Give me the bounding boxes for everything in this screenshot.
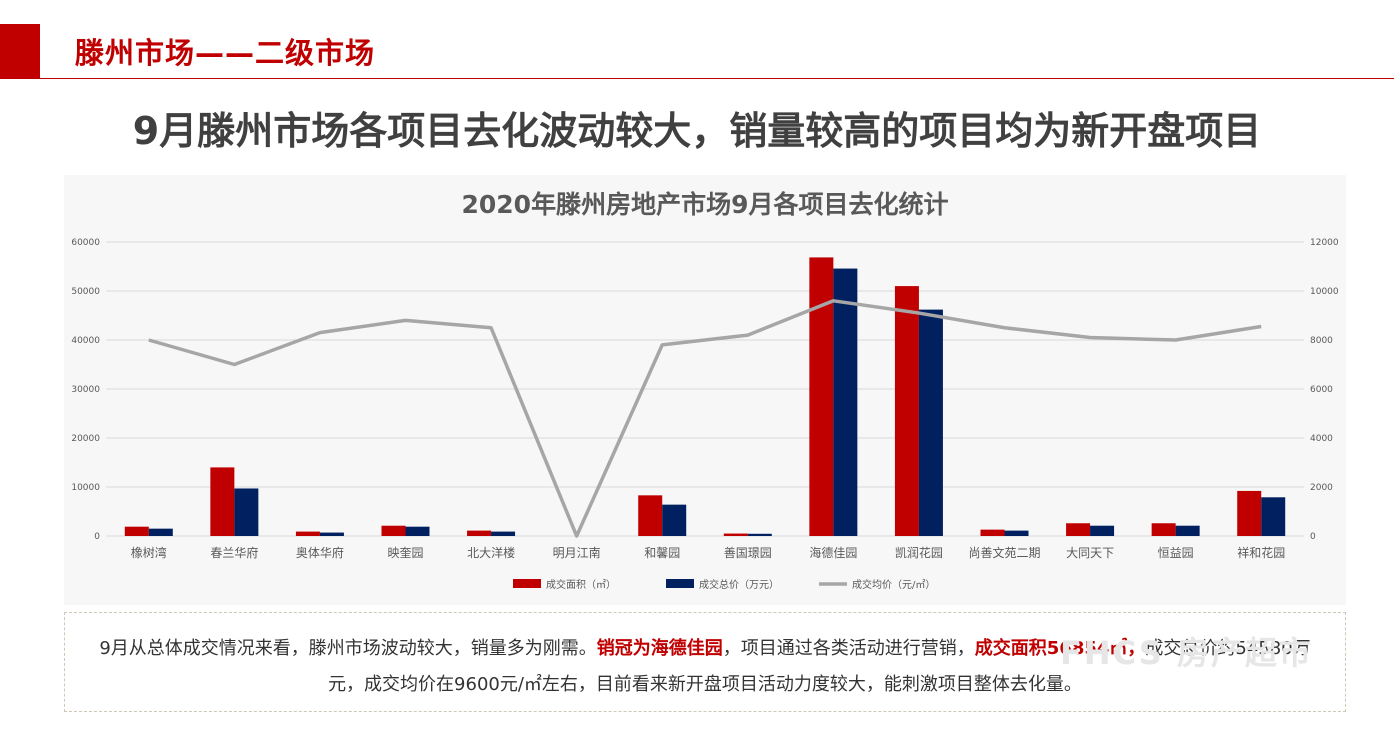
x-category-label: 春兰华府: [210, 545, 258, 560]
bar-total: [662, 504, 687, 536]
bar-area: [467, 530, 492, 536]
summary-box: 9月从总体成交情况来看，滕州市场波动较大，销量多为刚需。销冠为海德佳园，项目通过…: [64, 612, 1346, 712]
bar-total: [1090, 525, 1115, 536]
y-left-tick-label: 30000: [71, 385, 100, 395]
summary-part3: 成交总价约54580万元，成交均价在9600元/㎡左右，目前看来新开盘项目活动力…: [328, 638, 1311, 695]
y-left-tick-label: 0: [94, 532, 100, 542]
x-category-label: 和馨园: [644, 545, 680, 560]
bar-area: [124, 526, 149, 536]
avg-price-line: [148, 299, 1262, 538]
bar-total: [833, 268, 858, 536]
x-category-label: 明月江南: [553, 545, 601, 560]
bar-area: [1151, 523, 1176, 536]
page-headline: 9月滕州市场各项目去化波动较大，销量较高的项目均为新开盘项目: [132, 109, 1262, 153]
y-right-tick-label: 2000: [1310, 483, 1333, 493]
bar-total: [918, 309, 943, 536]
bar-total: [234, 488, 259, 536]
x-category-label: 恒益园: [1158, 546, 1194, 560]
legend-swatch: [666, 579, 694, 588]
bar-area: [638, 495, 663, 536]
bar-total: [491, 531, 516, 536]
watermark-logo: FHCS 房产超市: [1060, 634, 1313, 672]
y-right-tick-label: 10000: [1310, 287, 1339, 297]
x-category-label: 祥和花园: [1237, 545, 1285, 560]
summary-part1: 9月从总体成交情况来看，滕州市场波动较大，销量多为刚需。: [99, 638, 597, 659]
y-left-tick-label: 50000: [71, 287, 100, 297]
bar-total: [1175, 525, 1200, 536]
x-category-label: 奥体华府: [296, 545, 344, 560]
legend-label: 成交均价（元/㎡）: [852, 578, 935, 591]
section-title: 滕州市场——二级市场: [75, 36, 376, 70]
summary-highlight-area: 成交面积56854㎡，: [974, 638, 1146, 659]
y-right-tick-label: 6000: [1310, 385, 1333, 395]
legend-label: 成交总价（万元）: [699, 578, 779, 591]
summary-highlight-top-seller: 销冠为海德佳园: [596, 638, 723, 659]
bar-total: [747, 533, 772, 536]
y-right-tick-label: 4000: [1310, 434, 1333, 444]
bar-area: [1237, 490, 1262, 536]
chart-title: 2020年滕州房地产市场9月各项目去化统计: [462, 190, 949, 219]
bar-total: [148, 528, 173, 536]
y-left-tick-label: 40000: [71, 336, 100, 346]
x-category-label: 大同天下: [1066, 546, 1114, 560]
summary-part2: ，项目通过各类活动进行营销，: [722, 638, 975, 659]
bar-total: [319, 532, 344, 536]
y-right-tick-label: 8000: [1310, 336, 1333, 346]
header-accent-block: [0, 24, 40, 79]
bar-area: [381, 525, 406, 536]
legend-label: 成交面积（㎡）: [546, 578, 616, 591]
x-category-label: 善国璟园: [724, 545, 772, 560]
bar-area: [809, 257, 834, 536]
y-right-tick-label: 12000: [1310, 238, 1339, 248]
x-category-label: 北大洋楼: [467, 545, 515, 560]
x-category-label: 橡树湾: [131, 545, 167, 560]
bar-total: [405, 526, 430, 536]
y-left-tick-label: 20000: [71, 434, 100, 444]
bar-total: [1261, 497, 1286, 536]
bar-total: [1004, 530, 1029, 536]
x-category-label: 映奎园: [387, 545, 423, 560]
y-right-tick-label: 0: [1310, 532, 1316, 542]
y-left-tick-label: 10000: [71, 483, 100, 493]
bar-area: [1066, 523, 1091, 536]
x-category-label: 凯润花园: [895, 545, 943, 560]
y-left-tick-label: 60000: [71, 238, 100, 248]
x-category-label: 尚善文苑二期: [968, 545, 1040, 560]
bar-area: [723, 533, 748, 536]
header-divider: [40, 78, 1394, 79]
chart-panel: 2020年滕州房地产市场9月各项目去化统计 0 10000 20000 30000 400…: [64, 175, 1346, 605]
x-category-label: 海德佳园: [809, 545, 857, 560]
chart-svg: 2020年滕州房地产市场9月各项目去化统计0100002000030000400…: [71, 190, 1339, 591]
summary-text: 9月从总体成交情况来看，滕州市场波动较大，销量多为刚需。销冠为海德佳园，项目通过…: [85, 631, 1325, 703]
bar-area: [980, 529, 1005, 536]
bar-area: [295, 531, 320, 536]
bar-area: [210, 467, 235, 536]
bar-area: [894, 286, 919, 536]
legend-swatch: [513, 579, 541, 588]
